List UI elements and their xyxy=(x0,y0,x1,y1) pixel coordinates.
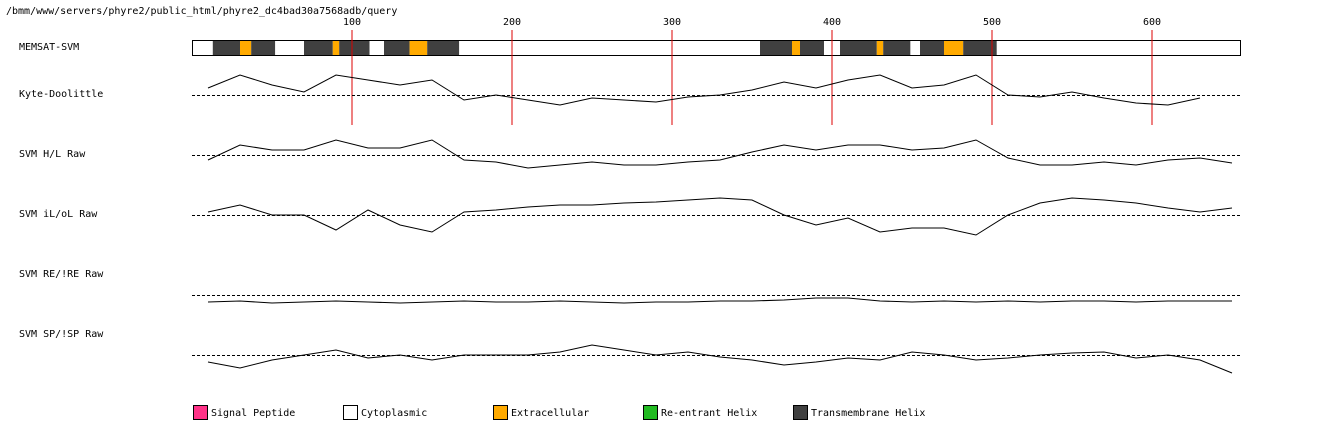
topology-frame xyxy=(192,40,1241,56)
legend-label: Transmembrane Helix xyxy=(811,408,925,419)
topology-segment xyxy=(910,40,920,55)
trace xyxy=(207,344,1233,374)
track-label: MEMSAT-SVM xyxy=(19,42,79,53)
topology-segment xyxy=(251,40,276,55)
x-tick-label: 200 xyxy=(503,17,521,28)
track-label: SVM H/L Raw xyxy=(19,149,86,160)
x-tick-label: 300 xyxy=(663,17,681,28)
track-label: Kyte-Doolittle xyxy=(19,89,103,100)
legend-swatch xyxy=(793,405,808,420)
topology-segment xyxy=(944,40,964,55)
topology-segment xyxy=(409,40,428,55)
legend-swatch xyxy=(493,405,508,420)
topology-segment xyxy=(800,40,824,55)
x-tick-label: 400 xyxy=(823,17,841,28)
legend-label: Re-entrant Helix xyxy=(661,408,757,419)
topology-segment xyxy=(369,40,384,55)
topology-segment xyxy=(792,40,800,55)
topology-segment xyxy=(240,40,252,55)
topology-segment xyxy=(332,40,340,55)
topology-segment xyxy=(275,40,304,55)
topology-segment xyxy=(212,40,240,55)
trace xyxy=(207,197,1233,236)
x-tick-label: 600 xyxy=(1143,17,1161,28)
x-tick-label: 500 xyxy=(983,17,1001,28)
topology-segment xyxy=(760,40,792,55)
track-label: SVM iL/oL Raw xyxy=(19,209,98,220)
topology-segment xyxy=(427,40,460,55)
topology-segment xyxy=(459,40,760,55)
topology-segment xyxy=(996,40,1240,55)
legend-swatch xyxy=(193,405,208,420)
legend-label: Signal Peptide xyxy=(211,408,295,419)
topology-segment xyxy=(876,40,884,55)
topology-segment xyxy=(192,40,213,55)
trace xyxy=(207,74,1201,106)
trace xyxy=(207,297,1232,304)
topology-segment xyxy=(883,40,911,55)
topology-segment xyxy=(304,40,333,55)
legend-label: Cytoplasmic xyxy=(361,408,427,419)
legend-swatch xyxy=(643,405,658,420)
file-path: /bmm/www/servers/phyre2/public_html/phyr… xyxy=(6,6,397,17)
topology-segment xyxy=(963,40,997,55)
topology-segment xyxy=(840,40,877,55)
trace xyxy=(207,139,1233,169)
legend-swatch xyxy=(343,405,358,420)
topology-segment xyxy=(339,40,370,55)
topology-segment xyxy=(920,40,944,55)
x-tick-label: 100 xyxy=(343,17,361,28)
track-label: SVM RE/!RE Raw xyxy=(19,269,104,280)
legend-label: Extracellular xyxy=(511,408,589,419)
track-label: SVM SP/!SP Raw xyxy=(19,329,104,340)
topology-segment xyxy=(384,40,410,55)
